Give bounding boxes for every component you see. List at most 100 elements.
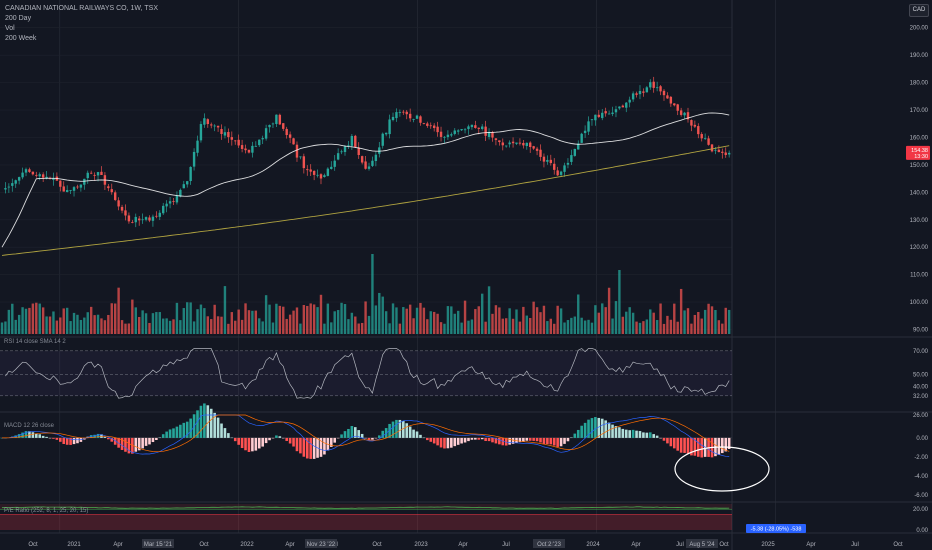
macd-hist-bar — [556, 437, 559, 447]
indicator-200-week[interactable]: 200 Week — [5, 35, 37, 42]
candle-body — [210, 124, 213, 126]
macd-hist-bar — [347, 428, 350, 438]
candle-body — [450, 134, 453, 136]
macd-hist-bar — [391, 421, 395, 438]
annotation-ellipse[interactable] — [674, 446, 770, 492]
macd-hist-bar — [381, 430, 385, 438]
candle-body — [330, 166, 333, 169]
macd-label[interactable]: MACD 12 26 close — [4, 423, 55, 429]
volume-bar — [237, 309, 240, 334]
macd-hist-bar — [38, 434, 42, 438]
candle-body — [436, 126, 439, 133]
candle-body — [566, 162, 570, 165]
macd-hist-bar — [76, 437, 79, 444]
volume-bar — [316, 307, 319, 334]
candle-body — [220, 129, 223, 134]
pe-tick: 20.00 — [913, 507, 929, 513]
macd-hist-bar — [148, 437, 151, 445]
candle-body — [714, 149, 717, 151]
candle-body — [662, 90, 666, 96]
macd-hist-bar — [618, 427, 621, 438]
time-axis[interactable]: Oct 2021 Apr Jul Oct 2022 Apr Jul Oct 2023 Apr Jul O… — [28, 539, 903, 548]
volume-bar — [525, 315, 528, 334]
price-axis[interactable]: 200.00 190.00 180.00 170.00 160.00 150.00 140.… — [746, 26, 930, 534]
candle-body — [563, 165, 566, 172]
volume-bar — [456, 310, 460, 334]
indicator-volume[interactable]: Vol — [5, 25, 15, 32]
macd-hist-bar — [484, 437, 487, 441]
pe-label[interactable]: P/E Ratio (252, 8, 1, 25, 20, 15) — [4, 508, 89, 514]
volume-bar — [343, 304, 347, 334]
candle-body — [69, 189, 72, 191]
candle-body — [535, 148, 539, 151]
macd-hist-bar — [17, 434, 21, 438]
candle-body — [59, 180, 62, 187]
macd-hist-bar — [305, 437, 309, 459]
macd-hist-bar — [419, 434, 422, 438]
volume-bar — [655, 320, 659, 334]
volume-bar — [556, 305, 559, 334]
indicator-200-day[interactable]: 200 Day — [5, 15, 32, 22]
macd-hist-bar — [604, 420, 607, 438]
pe-change-text: -5.38 (-28.05%) -538 — [751, 527, 802, 533]
macd-hist-bar — [628, 430, 631, 438]
volume-bar — [693, 314, 697, 334]
candle-body — [189, 166, 192, 182]
volume-bar — [573, 316, 577, 334]
macd-hist-bar — [611, 424, 614, 438]
candle-body — [261, 138, 264, 140]
macd-hist-bar — [113, 437, 117, 445]
candle-body — [577, 143, 580, 150]
candle-body — [402, 111, 405, 113]
volume-bar — [35, 302, 38, 334]
volume-bar — [134, 307, 137, 334]
candle-body — [395, 112, 398, 119]
macd-hist-bar — [59, 437, 62, 442]
volume-bar — [251, 310, 254, 334]
volume-bar — [107, 314, 110, 334]
candle-body — [31, 171, 35, 175]
volume-bar — [566, 320, 570, 334]
candle-body — [614, 109, 618, 113]
macd-hist-bar — [408, 426, 412, 438]
macd-hist-bar — [168, 429, 172, 438]
candle-body — [285, 128, 288, 136]
candle-body — [673, 103, 676, 106]
macd-hist-bar — [549, 437, 553, 445]
candle-body — [498, 140, 501, 143]
chart-legend[interactable]: CANADIAN NATIONAL RAILWAYS CO, 1W, TSX 2… — [5, 4, 158, 44]
price-tick: 180.00 — [910, 81, 929, 87]
candle-body — [127, 215, 131, 222]
macd-hist-bar — [450, 437, 453, 448]
macd-hist-bar — [374, 437, 378, 439]
candle-body — [525, 142, 528, 146]
volume-bar — [240, 319, 244, 334]
candle-body — [587, 121, 590, 132]
candle-body — [693, 124, 697, 127]
volume-bar — [535, 307, 539, 334]
symbol-title[interactable]: CANADIAN NATIONAL RAILWAYS CO, 1W, TSX — [5, 5, 158, 12]
macd-hist-bar — [552, 437, 556, 446]
rsi-label[interactable]: RSI 14 close SMA 14 2 — [4, 339, 66, 345]
macd-hist-bar — [254, 437, 258, 451]
candle-body — [347, 144, 350, 146]
macd-hist-bar — [278, 436, 282, 438]
candle-body — [343, 146, 347, 153]
macd-hist-bar — [209, 408, 213, 438]
volume-bar — [477, 306, 480, 334]
rsi-tick: 32.00 — [913, 394, 929, 400]
volume-bar — [141, 310, 144, 334]
currency-button[interactable]: CAD — [909, 4, 929, 17]
candle-body — [237, 139, 240, 146]
volume-bar — [618, 270, 621, 334]
candle-body — [76, 186, 79, 188]
candle-body — [515, 142, 518, 144]
candle-body — [93, 174, 96, 176]
candle-body — [494, 138, 498, 140]
candle-body — [4, 188, 7, 190]
candle-body — [251, 145, 254, 153]
macd-hist-bar — [131, 437, 134, 454]
volume-bar — [594, 305, 597, 334]
macd-hist-bar — [312, 437, 316, 459]
